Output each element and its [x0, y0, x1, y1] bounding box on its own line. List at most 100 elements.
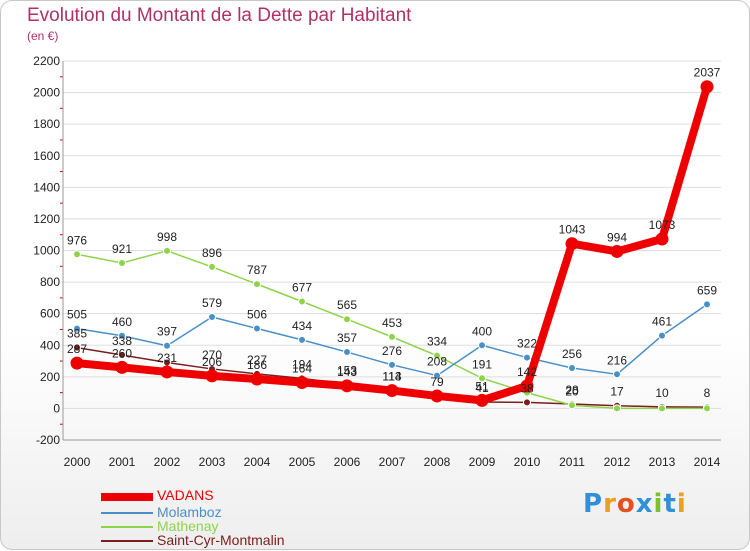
data-point [475, 393, 489, 407]
data-label: 322 [517, 337, 537, 351]
logo-letter: i [653, 489, 664, 519]
data-point [658, 331, 666, 340]
data-point [343, 348, 351, 357]
data-point [478, 374, 486, 383]
data-label: 677 [292, 281, 312, 295]
data-label: 79 [430, 375, 444, 389]
data-point [655, 232, 669, 246]
data-label: 461 [652, 315, 672, 329]
x-tick-label: 2002 [154, 455, 181, 469]
x-tick-label: 2008 [424, 455, 451, 469]
data-label: 434 [292, 319, 312, 333]
data-label: 921 [112, 242, 132, 256]
data-label: 460 [112, 315, 132, 329]
y-tick-label: 0 [53, 401, 60, 415]
data-point [430, 389, 444, 403]
y-tick-label: 1600 [33, 149, 60, 163]
data-point [568, 401, 576, 410]
data-point [163, 246, 171, 255]
data-label: 976 [67, 233, 87, 247]
data-point [703, 404, 711, 413]
data-point [160, 365, 174, 379]
x-tick-label: 2007 [379, 455, 406, 469]
data-label: 227 [247, 353, 267, 367]
data-label: 113 [382, 370, 401, 384]
data-label: 338 [112, 334, 132, 348]
data-point [295, 376, 309, 390]
data-label: 1043 [559, 223, 586, 237]
data-label: 142 [517, 365, 537, 379]
data-point [73, 343, 81, 352]
y-tick-label: 800 [40, 275, 60, 289]
legend-label: Molamboz [157, 504, 222, 520]
data-label: 270 [202, 348, 222, 362]
legend-item-mathenay: Mathenay [101, 518, 361, 535]
data-point [703, 300, 711, 309]
x-tick-label: 2014 [694, 455, 721, 469]
data-point [250, 372, 264, 386]
data-point [520, 379, 534, 393]
data-label: 659 [697, 283, 717, 297]
legend-swatch [101, 512, 153, 514]
data-label: 453 [382, 316, 402, 330]
y-tick-label: 600 [40, 307, 60, 321]
data-label: 28 [565, 383, 579, 397]
data-label: 17 [610, 385, 624, 399]
data-label: 114 [382, 369, 401, 383]
data-label: 1073 [649, 218, 676, 232]
y-tick-label: 1200 [33, 212, 60, 226]
data-label: 276 [382, 344, 402, 358]
logo-letter: i [676, 489, 687, 519]
data-point [613, 370, 621, 379]
data-label: 231 [157, 351, 177, 365]
data-label: 334 [427, 335, 447, 349]
data-label: 153 [337, 363, 357, 377]
data-label: 208 [427, 355, 447, 369]
x-tick-label: 2005 [289, 455, 316, 469]
data-label: 385 [67, 327, 87, 341]
data-label: 186 [247, 358, 267, 372]
data-label: 579 [202, 296, 222, 310]
data-label: 787 [247, 263, 267, 277]
data-label: 287 [67, 342, 87, 356]
data-point [118, 258, 126, 267]
data-point [385, 384, 399, 398]
x-tick-label: 2009 [469, 455, 496, 469]
data-point [523, 398, 531, 407]
proxiti-logo: Proxiti [583, 489, 687, 519]
data-point [205, 369, 219, 383]
x-tick-label: 2001 [109, 455, 136, 469]
data-point [253, 280, 261, 289]
y-tick-label: -200 [36, 433, 60, 447]
data-point [115, 360, 129, 374]
y-tick-label: 2000 [33, 86, 60, 100]
logo-letter: P [583, 489, 604, 519]
data-point [610, 244, 624, 258]
data-point [118, 331, 126, 340]
data-point [163, 341, 171, 350]
data-label: 41 [475, 381, 489, 395]
data-point [433, 371, 441, 380]
legend-label: Saint-Cyr-Montmalin [157, 532, 285, 548]
y-tick-label: 400 [40, 338, 60, 352]
data-label: 2037 [694, 66, 721, 80]
data-point [388, 360, 396, 369]
y-tick-label: 1800 [33, 117, 60, 131]
data-label: 256 [562, 347, 582, 361]
legend-swatch [101, 526, 153, 528]
data-point [70, 356, 84, 370]
x-tick-label: 2011 [559, 455, 585, 469]
data-point [433, 351, 441, 360]
x-tick-label: 2003 [199, 455, 226, 469]
legend-swatch [101, 540, 153, 542]
chart-title: Evolution du Montant de la Dette par Hab… [27, 5, 412, 26]
data-point [700, 80, 714, 94]
y-tick-label: 1000 [33, 244, 60, 258]
data-label: 10 [655, 386, 669, 400]
data-label: 194 [292, 357, 312, 371]
x-tick-label: 2013 [649, 455, 676, 469]
legend-swatch [101, 493, 153, 501]
x-tick-label: 2010 [514, 455, 541, 469]
